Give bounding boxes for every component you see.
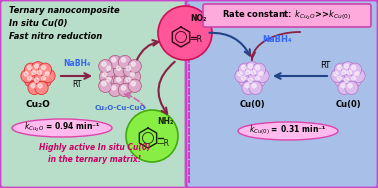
Circle shape: [31, 62, 45, 75]
Circle shape: [116, 77, 121, 82]
Circle shape: [256, 65, 260, 70]
Circle shape: [104, 75, 117, 88]
Circle shape: [339, 68, 352, 81]
Circle shape: [128, 79, 141, 92]
Circle shape: [31, 76, 45, 89]
Text: Rate constant: $k_{Cu_2O}$>>$k_{Cu(0)}$: Rate constant: $k_{Cu_2O}$>>$k_{Cu(0)}$: [223, 9, 352, 22]
Text: NaBH₄: NaBH₄: [262, 36, 292, 45]
Circle shape: [245, 62, 259, 75]
Circle shape: [341, 76, 355, 89]
Circle shape: [344, 68, 358, 81]
Circle shape: [126, 110, 178, 162]
Text: —R: —R: [157, 139, 170, 148]
Circle shape: [24, 72, 28, 76]
Circle shape: [123, 64, 136, 77]
Circle shape: [21, 69, 34, 83]
Circle shape: [99, 70, 113, 83]
Circle shape: [338, 81, 351, 95]
Circle shape: [251, 70, 256, 75]
Text: Cu(0): Cu(0): [335, 100, 361, 109]
Circle shape: [341, 62, 355, 75]
Circle shape: [42, 65, 46, 70]
Circle shape: [34, 78, 39, 82]
Circle shape: [37, 70, 42, 75]
Circle shape: [335, 74, 348, 87]
Circle shape: [28, 65, 32, 70]
Circle shape: [238, 72, 242, 76]
Circle shape: [344, 78, 349, 82]
Circle shape: [38, 84, 42, 88]
Circle shape: [108, 83, 122, 97]
Circle shape: [118, 83, 132, 97]
Circle shape: [252, 84, 256, 88]
Circle shape: [352, 69, 365, 83]
Text: NaBH₄: NaBH₄: [63, 59, 91, 68]
Circle shape: [248, 78, 253, 82]
Text: Highly active In situ Cu(0)
in the ternary matrix!: Highly active In situ Cu(0) in the terna…: [39, 143, 151, 164]
Text: Fast nitro reduction: Fast nitro reduction: [9, 32, 102, 41]
Circle shape: [24, 74, 38, 87]
Circle shape: [131, 62, 135, 66]
FancyBboxPatch shape: [186, 0, 378, 188]
Circle shape: [344, 64, 349, 68]
Circle shape: [28, 81, 41, 95]
Circle shape: [130, 73, 135, 77]
Circle shape: [242, 65, 246, 70]
Circle shape: [131, 82, 135, 86]
Circle shape: [24, 63, 38, 76]
Circle shape: [246, 70, 250, 75]
Text: RT: RT: [72, 80, 82, 89]
Circle shape: [99, 79, 112, 92]
Circle shape: [113, 64, 127, 77]
Circle shape: [29, 68, 42, 81]
FancyBboxPatch shape: [203, 4, 371, 27]
Circle shape: [347, 70, 352, 75]
Circle shape: [335, 63, 348, 76]
Circle shape: [116, 66, 121, 70]
Circle shape: [121, 86, 125, 90]
Circle shape: [45, 72, 49, 76]
Circle shape: [104, 64, 117, 77]
Circle shape: [259, 72, 263, 76]
Circle shape: [128, 60, 141, 73]
Text: NO₂: NO₂: [190, 14, 206, 23]
Text: $k_{Cu(0)}$ = 0.31 min⁻¹: $k_{Cu(0)}$ = 0.31 min⁻¹: [249, 124, 327, 137]
Circle shape: [34, 64, 39, 68]
Circle shape: [42, 76, 46, 80]
Ellipse shape: [12, 119, 112, 137]
Circle shape: [248, 68, 262, 81]
Text: —R: —R: [190, 36, 203, 45]
Circle shape: [352, 76, 356, 80]
Circle shape: [112, 86, 116, 90]
Circle shape: [253, 63, 266, 76]
Circle shape: [107, 77, 111, 82]
Circle shape: [235, 69, 248, 83]
Text: RT: RT: [320, 61, 330, 70]
Text: In situ Cu(0): In situ Cu(0): [9, 19, 68, 28]
Text: Ternary nanocomposite: Ternary nanocomposite: [9, 6, 119, 15]
Circle shape: [239, 63, 252, 76]
Circle shape: [99, 60, 112, 73]
Circle shape: [256, 69, 269, 83]
Circle shape: [341, 84, 345, 88]
Text: Cu(0): Cu(0): [239, 100, 265, 109]
Circle shape: [256, 76, 260, 80]
Circle shape: [338, 76, 342, 80]
Circle shape: [38, 74, 52, 87]
Circle shape: [239, 74, 252, 87]
Circle shape: [242, 81, 255, 95]
Circle shape: [249, 81, 262, 95]
Circle shape: [355, 72, 359, 76]
Circle shape: [127, 70, 141, 83]
Circle shape: [108, 55, 122, 69]
Circle shape: [42, 69, 55, 83]
Circle shape: [253, 74, 266, 87]
Circle shape: [243, 68, 256, 81]
Circle shape: [348, 84, 352, 88]
Circle shape: [32, 70, 36, 75]
Circle shape: [345, 81, 358, 95]
Circle shape: [248, 64, 253, 68]
FancyBboxPatch shape: [0, 0, 189, 188]
Circle shape: [342, 70, 346, 75]
Circle shape: [35, 81, 48, 95]
